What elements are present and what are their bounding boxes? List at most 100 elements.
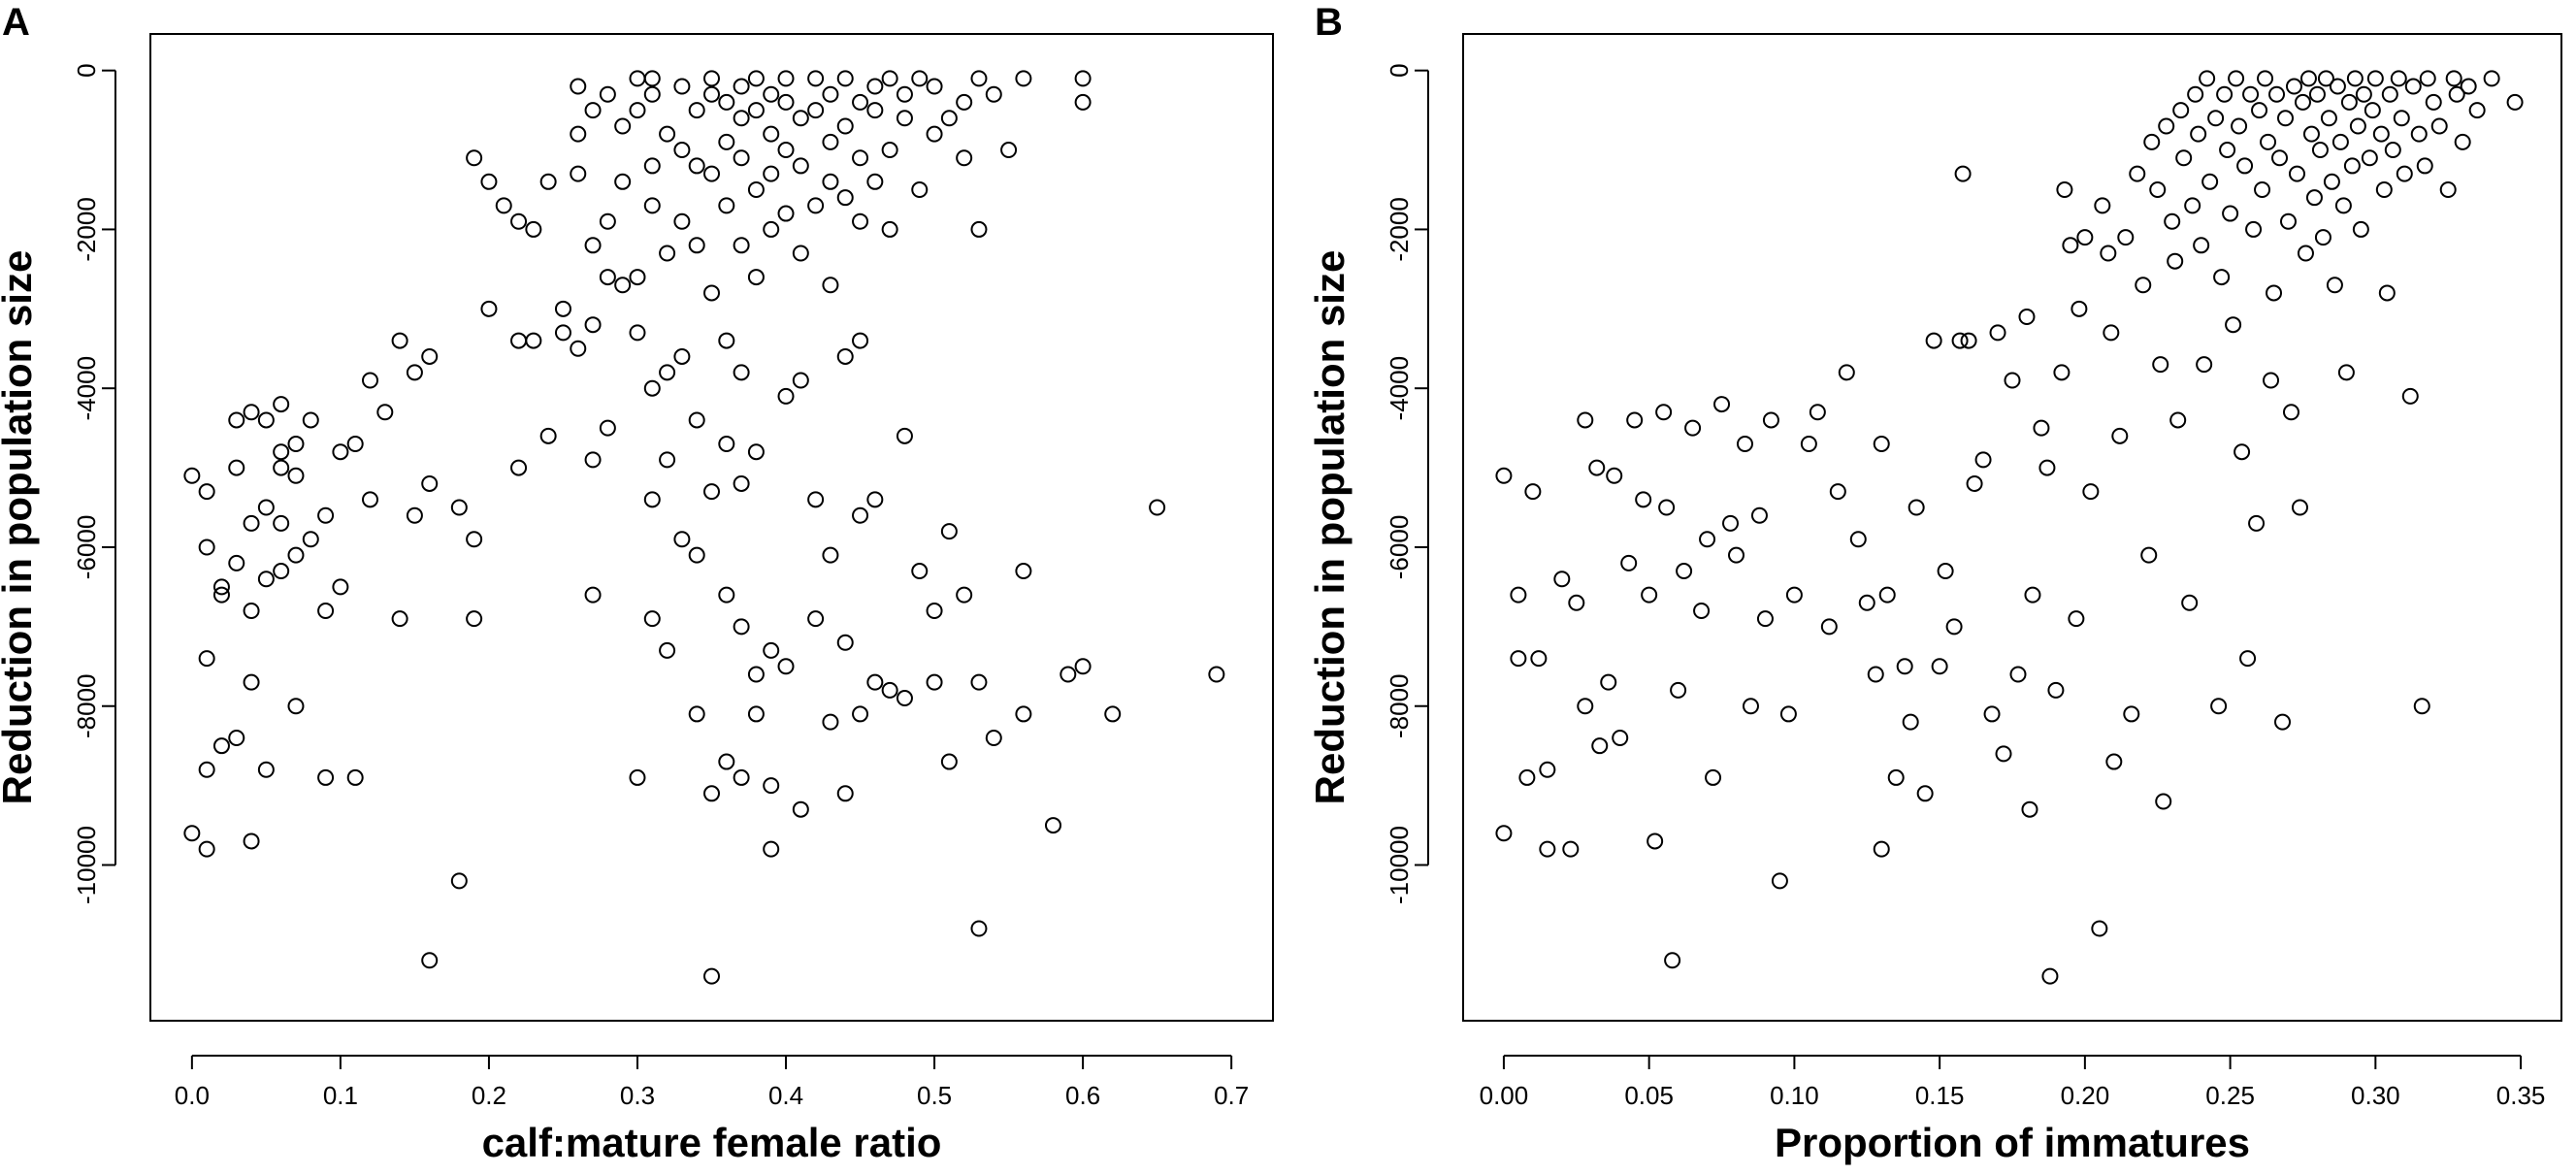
data-point — [866, 102, 884, 119]
data-point — [1916, 785, 1934, 802]
data-point — [1577, 698, 1594, 715]
y-axis-title: Reduction in population size — [1307, 250, 1353, 805]
data-point — [881, 220, 898, 238]
data-point — [2021, 800, 2038, 818]
data-point — [1728, 546, 1745, 564]
data-point — [852, 705, 869, 723]
data-point — [2245, 220, 2263, 238]
data-point — [1820, 618, 1838, 636]
data-point — [1015, 705, 1032, 723]
data-point — [643, 379, 661, 397]
data-point — [2100, 245, 2117, 262]
data-point — [2196, 356, 2213, 374]
data-point — [1495, 825, 1513, 842]
data-point — [1954, 165, 1972, 182]
data-point — [911, 563, 929, 580]
data-point — [881, 681, 898, 699]
data-point — [1945, 618, 1963, 636]
data-point — [228, 411, 245, 429]
data-point — [1800, 436, 1817, 453]
data-point — [2199, 70, 2216, 87]
data-point — [2277, 110, 2295, 127]
data-point — [733, 149, 750, 167]
data-point — [2175, 149, 2193, 167]
data-point — [198, 650, 215, 668]
data-point — [2210, 698, 2228, 715]
data-point — [1044, 817, 1061, 834]
data-point — [1989, 324, 2006, 342]
data-point — [1568, 594, 1585, 611]
data-point — [2094, 197, 2111, 214]
data-point — [2448, 85, 2465, 103]
x-axis-title: Proportion of immatures — [1775, 1120, 2250, 1165]
data-point — [1867, 666, 1884, 683]
data-point — [866, 673, 884, 691]
data-point — [1635, 491, 1652, 508]
data-point — [822, 85, 839, 103]
data-point — [688, 705, 705, 723]
data-point — [688, 102, 705, 119]
panel-b-immatures-scatter: 0.00 0.05 0.10 0.15 0.20 0.25 0.30 0.35 0 -2000 -4… — [1307, 33, 2562, 1165]
data-point — [273, 459, 290, 476]
data-point — [2384, 142, 2401, 159]
data-point — [2311, 142, 2329, 159]
x-tick-label: 0.15 — [1915, 1081, 1965, 1110]
data-point — [2103, 324, 2120, 342]
data-point — [866, 173, 884, 190]
data-point — [866, 78, 884, 95]
data-point — [852, 149, 869, 167]
data-point — [2018, 309, 2036, 326]
data-point — [1896, 658, 1913, 675]
data-point — [747, 70, 765, 87]
data-point — [777, 142, 795, 159]
data-point — [1676, 563, 1693, 580]
data-point — [2164, 212, 2181, 230]
data-point — [1588, 459, 1606, 476]
data-point — [703, 967, 720, 985]
data-point — [763, 165, 780, 182]
data-point — [1713, 396, 1731, 413]
data-point — [703, 85, 720, 103]
data-point — [1887, 768, 1905, 786]
data-point — [852, 506, 869, 524]
data-point — [956, 93, 973, 111]
data-point — [718, 332, 735, 349]
data-point — [1518, 768, 1536, 786]
data-point — [2375, 180, 2393, 198]
data-point — [2366, 70, 2384, 87]
data-point — [733, 474, 750, 492]
data-point — [2143, 133, 2161, 150]
y-tick-label: -10000 — [72, 826, 101, 904]
x-tick-label: 0.35 — [2496, 1081, 2546, 1110]
data-point — [2167, 252, 2184, 270]
data-point — [1074, 658, 1092, 675]
data-point — [2314, 229, 2331, 246]
data-point — [1699, 531, 1716, 548]
data-point — [866, 491, 884, 508]
data-point — [2105, 753, 2123, 770]
data-point — [2172, 102, 2190, 119]
data-point — [703, 284, 720, 302]
data-point — [1600, 673, 1617, 691]
data-point — [1104, 705, 1122, 723]
data-point — [450, 872, 468, 890]
data-point — [2445, 70, 2462, 87]
data-point — [2340, 93, 2358, 111]
data-point — [1664, 952, 1681, 969]
data-point — [763, 777, 780, 795]
data-point — [228, 554, 245, 571]
data-point — [554, 324, 571, 342]
data-point — [673, 347, 691, 365]
data-point — [525, 332, 542, 349]
data-point — [852, 332, 869, 349]
data-point — [2317, 70, 2334, 87]
data-point — [718, 133, 735, 150]
data-point — [807, 70, 825, 87]
data-point — [629, 102, 646, 119]
data-point — [659, 245, 676, 262]
data-point — [1771, 872, 1788, 890]
data-point — [629, 70, 646, 87]
data-point — [257, 499, 275, 516]
data-point — [570, 165, 587, 182]
data-point — [2123, 705, 2140, 723]
